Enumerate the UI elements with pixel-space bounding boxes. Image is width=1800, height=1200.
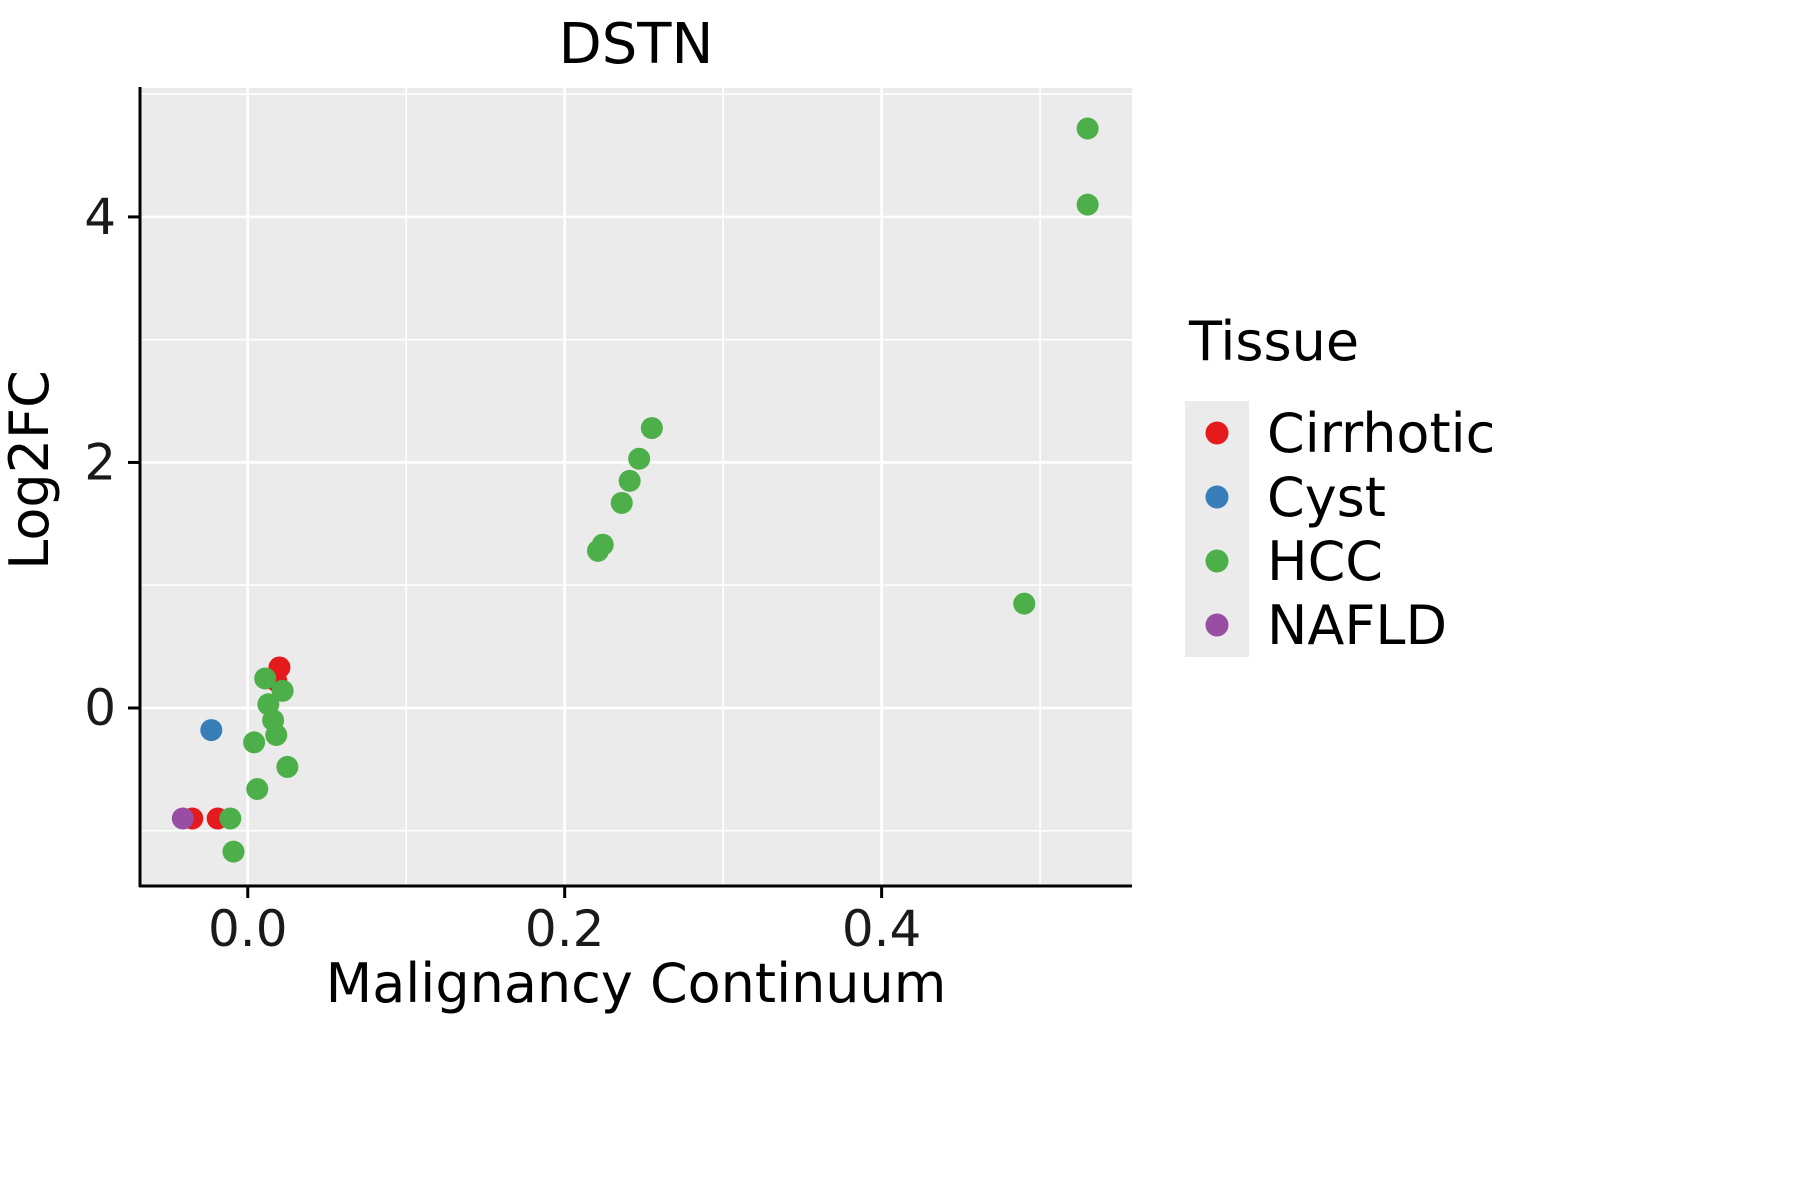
legend-key	[1185, 401, 1249, 465]
data-point-hcc	[219, 807, 242, 830]
legend-items: Cirrhotic Cyst HCC NAFLD	[1185, 401, 1495, 657]
x-axis-label: Malignancy Continuum	[325, 952, 947, 1015]
legend-label: Cirrhotic	[1267, 401, 1496, 465]
legend-key	[1185, 593, 1249, 657]
data-point-hcc	[628, 447, 651, 470]
legend-key	[1185, 529, 1249, 593]
legend-item-cyst: Cyst	[1185, 465, 1495, 529]
data-point-hcc	[243, 731, 266, 754]
legend-dot-icon	[1205, 421, 1229, 445]
y-tick-label: 0	[84, 679, 116, 737]
data-point-hcc	[618, 469, 641, 492]
legend-item-nafld: NAFLD	[1185, 593, 1495, 657]
data-point-nafld	[171, 807, 194, 830]
legend: Tissue Cirrhotic Cyst HCC NAFLD	[1185, 310, 1495, 657]
legend-label: NAFLD	[1267, 593, 1448, 657]
data-point-hcc	[276, 755, 299, 778]
x-tick-label: 0.0	[208, 900, 288, 958]
data-point-cyst	[200, 719, 223, 742]
data-point-hcc	[1076, 193, 1099, 216]
data-point-hcc	[222, 840, 245, 863]
legend-item-hcc: HCC	[1185, 529, 1495, 593]
y-axis-label: Log2FC	[0, 370, 61, 570]
y-tick-label: 4	[84, 188, 116, 246]
data-point-hcc	[246, 778, 269, 801]
data-point-hcc	[254, 667, 277, 690]
x-tick-label: 0.2	[525, 900, 605, 958]
legend-dot-icon	[1205, 485, 1229, 509]
data-point-hcc	[640, 417, 663, 440]
y-tick-label: 2	[84, 433, 116, 491]
data-point-hcc	[1076, 117, 1099, 140]
legend-title: Tissue	[1189, 310, 1360, 373]
legend-label: Cyst	[1267, 465, 1386, 529]
data-point-hcc	[610, 491, 633, 514]
chart-title: DSTN	[558, 12, 714, 77]
data-point-hcc	[271, 679, 294, 702]
legend-dot-icon	[1205, 613, 1229, 637]
legend-dot-icon	[1205, 549, 1229, 573]
data-point-hcc	[265, 723, 288, 746]
x-tick-label: 0.4	[842, 900, 922, 958]
legend-label: HCC	[1267, 529, 1384, 593]
data-point-hcc	[591, 533, 614, 556]
data-point-hcc	[1013, 592, 1036, 615]
legend-item-cirrhotic: Cirrhotic	[1185, 401, 1495, 465]
legend-key	[1185, 465, 1249, 529]
